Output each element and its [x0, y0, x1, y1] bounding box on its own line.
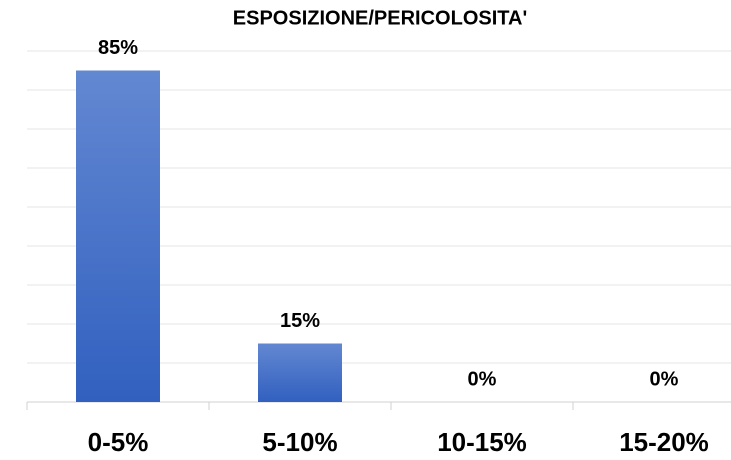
data-label: 85%	[98, 37, 138, 59]
x-tick-label: 0-5%	[88, 427, 149, 457]
x-tick-label: 15-20%	[619, 427, 709, 457]
chart-title: ESPOSIZIONE/PERICOLOSITA'	[233, 7, 527, 29]
bar	[76, 70, 160, 402]
data-label: 15%	[280, 310, 320, 332]
data-label: 0%	[468, 368, 497, 390]
x-tick-label: 5-10%	[262, 427, 337, 457]
bar	[258, 343, 342, 402]
data-label: 0%	[650, 368, 679, 390]
x-tick-label: 10-15%	[437, 427, 527, 457]
